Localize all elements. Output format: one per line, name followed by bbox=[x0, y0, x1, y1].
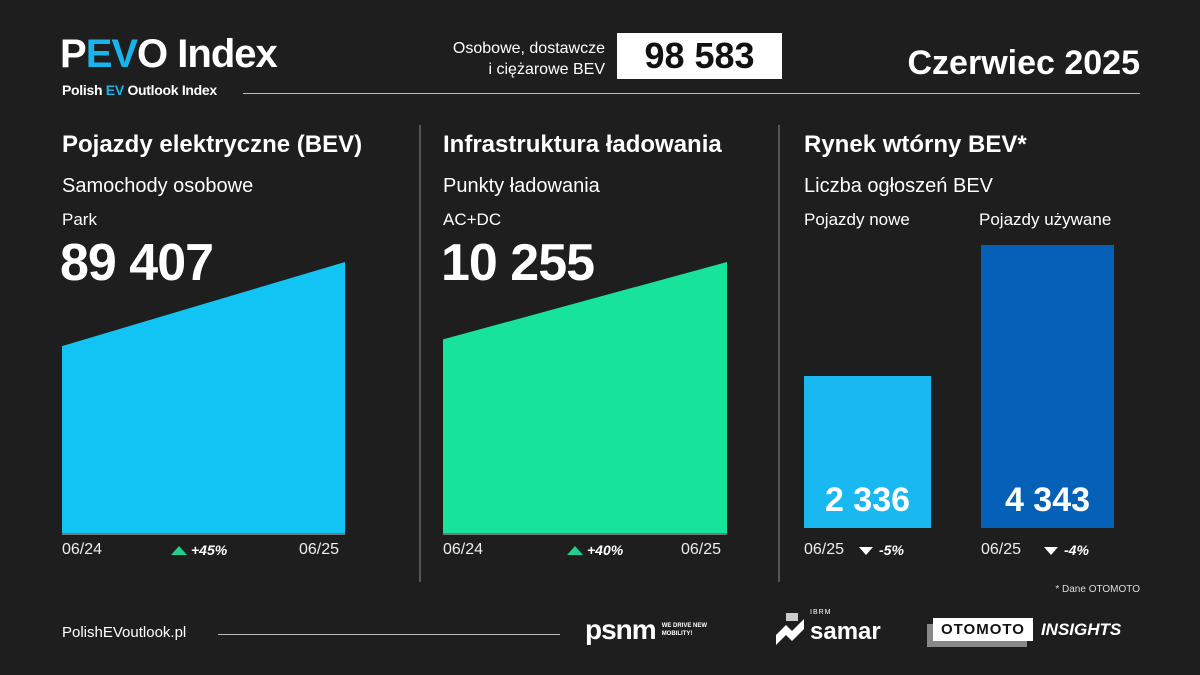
insights-text: INSIGHTS bbox=[1040, 619, 1122, 639]
arrow-up-icon bbox=[567, 546, 583, 555]
charging-area-chart bbox=[443, 262, 727, 535]
header-divider bbox=[243, 93, 1140, 94]
panel-title: Pojazdy elektryczne (BEV) bbox=[62, 131, 363, 158]
samar-logo: IBRM samar bbox=[772, 608, 881, 646]
panel-title: Infrastruktura ładowania bbox=[443, 131, 722, 158]
psnm-logo: psnm WE DRIVE NEW MOBILITY! bbox=[585, 614, 717, 646]
bev-area-chart bbox=[62, 262, 345, 535]
report-date: Czerwiec 2025 bbox=[907, 44, 1141, 82]
bar-period: 06/25 bbox=[804, 541, 845, 558]
baseline bbox=[443, 533, 727, 535]
panel-value: 10 255 bbox=[441, 234, 595, 292]
baseline bbox=[62, 533, 345, 535]
panel-subtitle: Punkty ładowania bbox=[443, 175, 600, 197]
logo-subtitle: Polish EV Outlook Index bbox=[62, 82, 217, 98]
axis-end: 06/25 bbox=[299, 541, 340, 558]
bar-used: 4 343 bbox=[981, 245, 1114, 528]
area-fill bbox=[62, 262, 345, 533]
change-indicator: +40% bbox=[567, 542, 623, 558]
column-divider bbox=[419, 125, 421, 582]
total-label-2: i ciężarowe BEV bbox=[488, 61, 606, 78]
samar-top: IBRM bbox=[810, 609, 832, 616]
panel-value: 89 407 bbox=[60, 234, 214, 292]
psnm-tagline: WE DRIVE NEW MOBILITY! bbox=[661, 623, 708, 637]
change-value: -4% bbox=[1064, 542, 1089, 558]
change-indicator: +45% bbox=[171, 542, 227, 558]
logo-rest: O Index bbox=[137, 32, 278, 76]
otomoto-insights-logo: OTOMOTO INSIGHTS bbox=[933, 618, 1121, 641]
arrow-up-icon bbox=[171, 546, 187, 555]
bar-period: 06/25 bbox=[981, 541, 1022, 558]
bar-value: 4 343 bbox=[1004, 481, 1091, 519]
total-label: Osobowe, dostawcze i ciężarowe BEV bbox=[453, 38, 605, 80]
panel-subtitle: Samochody osobowe bbox=[62, 175, 254, 197]
logo-sub-2: Outlook Index bbox=[123, 82, 217, 98]
otomoto-text: OTOMOTO bbox=[933, 618, 1033, 641]
logo-ev: EV bbox=[85, 32, 138, 76]
column-divider bbox=[778, 125, 780, 582]
samar-text: samar bbox=[810, 618, 881, 645]
change-indicator: -5% bbox=[859, 542, 904, 558]
change-value: +40% bbox=[587, 542, 624, 558]
footer-divider bbox=[218, 634, 560, 635]
panel-subtitle: Liczba ogłoszeń BEV bbox=[804, 175, 994, 197]
total-value: 98 583 bbox=[617, 33, 782, 79]
bar-label-used: Pojazdy używane bbox=[979, 210, 1112, 229]
panel-metric: Park bbox=[62, 210, 97, 229]
change-indicator: -4% bbox=[1044, 542, 1089, 558]
panel-title: Rynek wtórny BEV* bbox=[804, 131, 1027, 158]
change-value: +45% bbox=[191, 542, 228, 558]
panel-metric: AC+DC bbox=[443, 210, 502, 229]
source-note: * Dane OTOMOTO bbox=[1055, 584, 1140, 595]
website-link[interactable]: PolishEVoutlook.pl bbox=[62, 624, 187, 641]
bar-new: 2 336 bbox=[804, 375, 931, 528]
arrow-down-icon bbox=[859, 547, 873, 556]
total-label-1: Osobowe, dostawcze bbox=[452, 40, 605, 57]
axis-start: 06/24 bbox=[62, 541, 103, 558]
change-value: -5% bbox=[879, 542, 904, 558]
logo-sub-ev: EV bbox=[105, 82, 124, 98]
axis-end: 06/25 bbox=[681, 541, 722, 558]
pevo-logo: PEVO Index bbox=[60, 32, 278, 76]
bar-value: 2 336 bbox=[824, 481, 911, 519]
logo-sub-1: Polish bbox=[62, 82, 106, 98]
bar-label-new: Pojazdy nowe bbox=[804, 210, 910, 229]
arrow-down-icon bbox=[1044, 547, 1058, 556]
logo-p: P bbox=[60, 32, 87, 76]
samar-icon bbox=[776, 613, 804, 645]
axis-start: 06/24 bbox=[443, 541, 484, 558]
area-fill bbox=[443, 262, 727, 533]
psnm-logo-text: psnm bbox=[585, 614, 657, 645]
